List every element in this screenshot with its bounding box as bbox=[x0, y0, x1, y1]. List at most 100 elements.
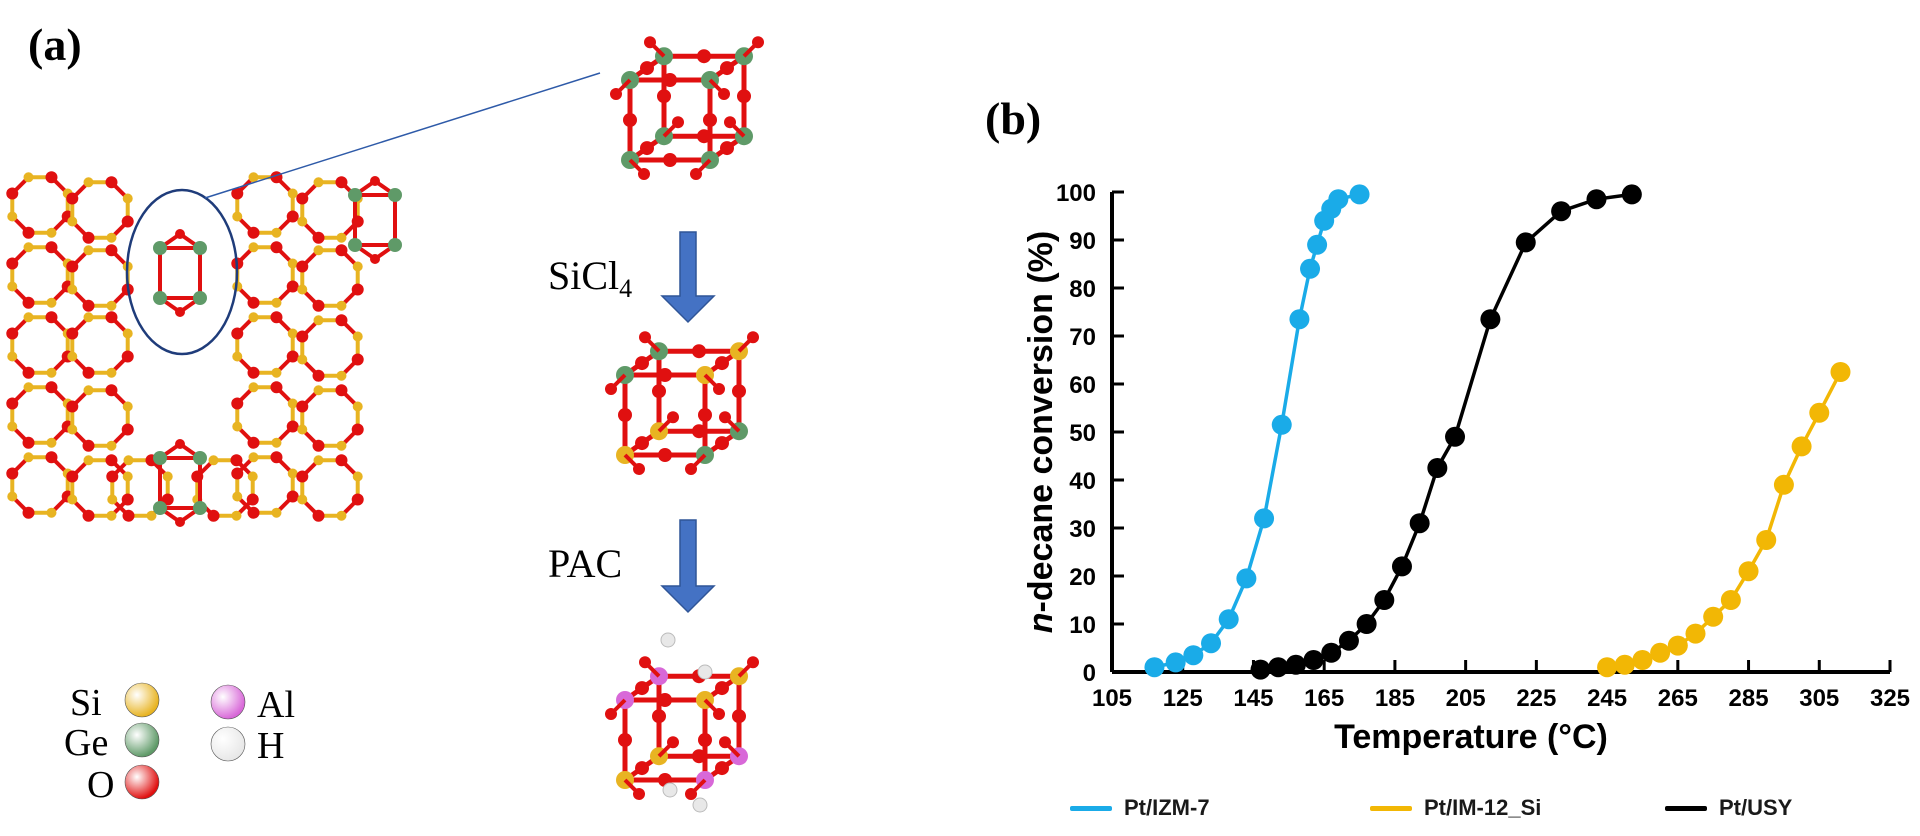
oxygen-atom bbox=[697, 49, 711, 64]
data-point bbox=[1303, 650, 1324, 670]
panel-a-label: (a) bbox=[28, 19, 82, 70]
oxygen-atom bbox=[697, 129, 711, 144]
framework-atom bbox=[270, 241, 283, 254]
framework-atom bbox=[271, 507, 282, 518]
framework-atom bbox=[271, 367, 282, 378]
terminal-oxygen bbox=[690, 168, 702, 180]
framework-atom bbox=[248, 452, 259, 463]
legend-swatch bbox=[1370, 805, 1412, 811]
framework-atom bbox=[107, 494, 118, 505]
process-arrow bbox=[660, 519, 716, 614]
oxygen-atom bbox=[635, 356, 649, 371]
ge-atom bbox=[348, 238, 362, 252]
framework-atom bbox=[82, 231, 95, 244]
framework-atom bbox=[83, 177, 94, 188]
data-point bbox=[1374, 590, 1395, 610]
framework-atom bbox=[246, 493, 259, 506]
framework-atom bbox=[231, 510, 242, 521]
framework-atom bbox=[247, 471, 258, 482]
oxygen-atom bbox=[692, 344, 706, 359]
terminal-oxygen bbox=[667, 736, 679, 749]
framework-atom bbox=[207, 509, 220, 522]
framework-atom bbox=[22, 506, 35, 519]
oxygen-atom bbox=[692, 749, 706, 764]
framework-atom bbox=[122, 193, 133, 204]
framework-atom bbox=[312, 369, 325, 382]
series-line-0 bbox=[1154, 192, 1360, 669]
legend-label-al: Al bbox=[257, 684, 295, 726]
framework-atom bbox=[121, 215, 134, 228]
framework-atom bbox=[271, 227, 282, 238]
oxygen-atom bbox=[715, 356, 729, 371]
oxygen-atom bbox=[720, 141, 734, 156]
framework-atom bbox=[313, 315, 324, 326]
data-point bbox=[1183, 645, 1204, 666]
data-point bbox=[1650, 642, 1671, 663]
hydrogen-atom bbox=[660, 632, 676, 648]
data-point bbox=[1201, 633, 1222, 654]
oxygen-atom bbox=[652, 709, 666, 724]
framework-atom bbox=[335, 454, 348, 467]
framework-atom bbox=[248, 242, 259, 253]
framework-atom bbox=[270, 451, 283, 464]
x-tick-label: 145 bbox=[1233, 685, 1273, 712]
framework-atom bbox=[352, 471, 363, 482]
oxygen-atom bbox=[635, 761, 649, 776]
framework-atom bbox=[248, 172, 259, 183]
atom-legend bbox=[124, 682, 246, 800]
process-arrow bbox=[660, 231, 716, 324]
framework-atom bbox=[351, 493, 364, 506]
framework-atom bbox=[231, 397, 244, 410]
terminal-oxygen bbox=[719, 411, 731, 424]
framework-atom bbox=[162, 471, 173, 482]
framework-atom bbox=[161, 493, 174, 506]
framework-atom bbox=[122, 509, 135, 522]
framework-atom bbox=[231, 327, 244, 340]
framework-atom bbox=[7, 281, 18, 292]
framework-atom bbox=[352, 261, 363, 272]
framework-atom bbox=[247, 296, 260, 309]
data-point bbox=[1289, 309, 1310, 330]
oxygen-atom bbox=[692, 424, 706, 439]
framework-atom bbox=[82, 509, 95, 522]
framework-atom bbox=[287, 188, 298, 199]
terminal-oxygen bbox=[713, 708, 725, 720]
framework-atom bbox=[232, 211, 243, 222]
oxygen-atom bbox=[715, 761, 729, 776]
oxygen-atom bbox=[652, 384, 666, 399]
terminal-oxygen bbox=[605, 708, 617, 720]
data-point bbox=[1165, 652, 1186, 673]
legend-label-si: Si bbox=[70, 682, 102, 724]
framework-atom bbox=[82, 366, 95, 379]
legend-label-o: O bbox=[87, 764, 115, 806]
framework-atom bbox=[208, 455, 219, 466]
x-tick-label: 185 bbox=[1375, 685, 1415, 712]
oxygen-atom bbox=[698, 733, 712, 747]
legend-label-h: H bbox=[257, 725, 285, 767]
framework-atom bbox=[313, 177, 324, 188]
framework-atom bbox=[66, 192, 79, 205]
framework-atom bbox=[22, 366, 35, 379]
terminal-oxygen bbox=[633, 788, 645, 800]
data-point bbox=[1254, 508, 1275, 529]
terminal-oxygen bbox=[685, 788, 697, 800]
ge-atom bbox=[153, 451, 167, 465]
data-point bbox=[1391, 556, 1412, 577]
framework-atom bbox=[352, 331, 363, 342]
framework-atom bbox=[105, 384, 118, 397]
x-tick-label: 285 bbox=[1729, 685, 1769, 712]
framework-atom bbox=[66, 260, 79, 273]
framework-atom bbox=[296, 330, 309, 343]
framework-atom bbox=[122, 401, 133, 412]
oxygen-atom bbox=[732, 384, 746, 399]
framework-atom bbox=[287, 398, 298, 409]
framework-atom bbox=[6, 327, 19, 340]
framework-atom bbox=[106, 367, 117, 378]
chart-legend-item: Pt/IZM-7 bbox=[1070, 795, 1210, 821]
framework-atom bbox=[287, 328, 298, 339]
framework-atom bbox=[82, 439, 95, 452]
framework-atom bbox=[6, 187, 19, 200]
ge-d4r-cluster bbox=[610, 36, 764, 180]
data-point bbox=[1445, 426, 1466, 447]
